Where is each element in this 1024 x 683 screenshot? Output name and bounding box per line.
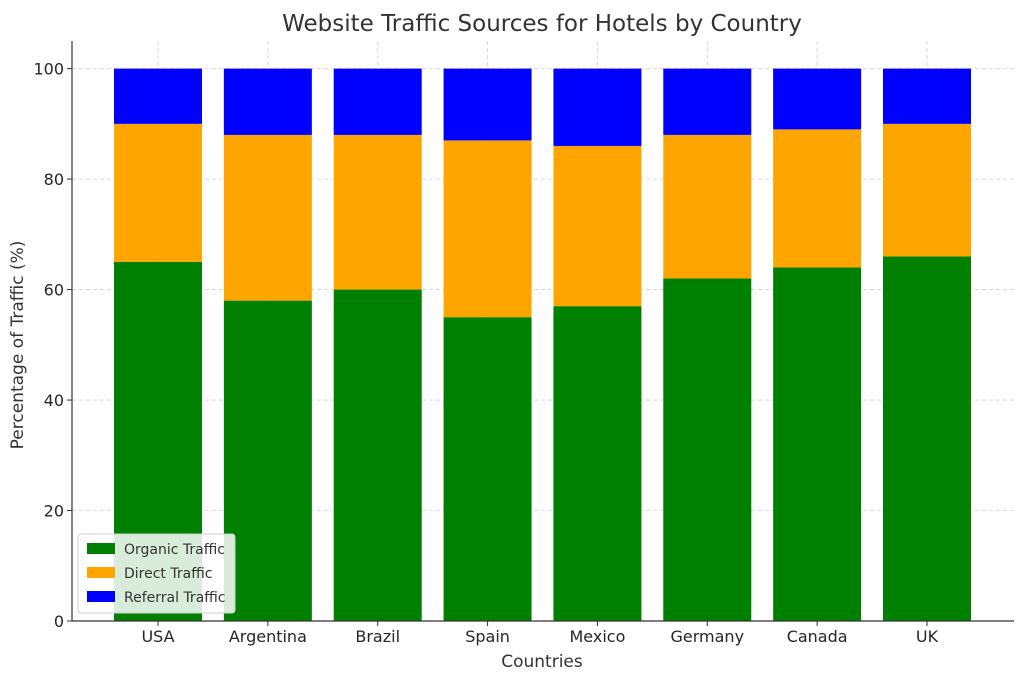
legend-swatch-direct-traffic — [87, 567, 115, 578]
x-tick-labels: USA Argentina Brazil Spain Mexico Germany Cana… — [141, 627, 938, 646]
x-tick-label: UK — [916, 627, 939, 646]
bar-referral-traffic — [443, 68, 532, 141]
bar-direct-traffic — [553, 145, 642, 307]
bar-direct-traffic — [114, 123, 202, 262]
y-tick-label: 40 — [44, 391, 64, 410]
axes-layer — [67, 41, 1014, 626]
y-tick-label: 20 — [44, 502, 64, 521]
y-axis-label: Percentage of Traffic (%) — [8, 241, 28, 450]
y-tick-label: 60 — [44, 281, 64, 300]
chart-title: Website Traffic Sources for Hotels by Co… — [282, 11, 802, 37]
legend-box — [77, 533, 236, 614]
bar-referral-traffic — [553, 68, 642, 146]
x-tick-label: Mexico — [569, 627, 625, 646]
bar-organic-traffic — [883, 256, 971, 621]
bar-organic-traffic — [443, 317, 532, 621]
bar-direct-traffic — [883, 123, 971, 257]
bar-organic-traffic — [663, 278, 752, 621]
y-tick-label: 0 — [54, 612, 64, 631]
bar-direct-traffic — [443, 140, 532, 318]
y-tick-labels: 0 20 40 60 80 100 — [33, 60, 64, 631]
x-axis-label: Countries — [501, 652, 583, 672]
bar-referral-traffic — [333, 68, 422, 135]
y-tick-label: 100 — [33, 60, 64, 79]
bar-referral-traffic — [663, 68, 752, 135]
x-tick-label: Canada — [787, 627, 848, 646]
bar-organic-traffic — [333, 289, 422, 621]
legend-label-referral-traffic: Referral Traffic — [124, 590, 226, 606]
legend-label-direct-traffic: Direct Traffic — [124, 566, 212, 582]
bar-organic-traffic — [223, 300, 312, 621]
legend: Organic Traffic Direct Traffic Referral Tr… — [77, 533, 236, 614]
bar-direct-traffic — [663, 134, 752, 279]
bar-direct-traffic — [223, 134, 312, 301]
x-tick-label: Argentina — [229, 627, 307, 646]
legend-swatch-organic-traffic — [87, 543, 115, 554]
legend-swatch-referral-traffic — [87, 591, 115, 602]
bar-organic-traffic — [553, 306, 642, 621]
bar-referral-traffic — [883, 68, 971, 124]
bars-layer — [114, 68, 971, 621]
y-tick-label: 80 — [44, 170, 64, 189]
legend-label-organic-traffic: Organic Traffic — [124, 542, 225, 558]
x-tick-label: Spain — [465, 627, 510, 646]
bar-organic-traffic — [773, 267, 862, 621]
bar-direct-traffic — [333, 134, 422, 290]
bar-referral-traffic — [114, 68, 202, 124]
bar-direct-traffic — [773, 129, 862, 268]
x-tick-label: Germany — [671, 627, 745, 646]
x-tick-label: USA — [141, 627, 174, 646]
bar-referral-traffic — [223, 68, 312, 135]
x-tick-label: Brazil — [355, 627, 400, 646]
bar-referral-traffic — [773, 68, 862, 130]
